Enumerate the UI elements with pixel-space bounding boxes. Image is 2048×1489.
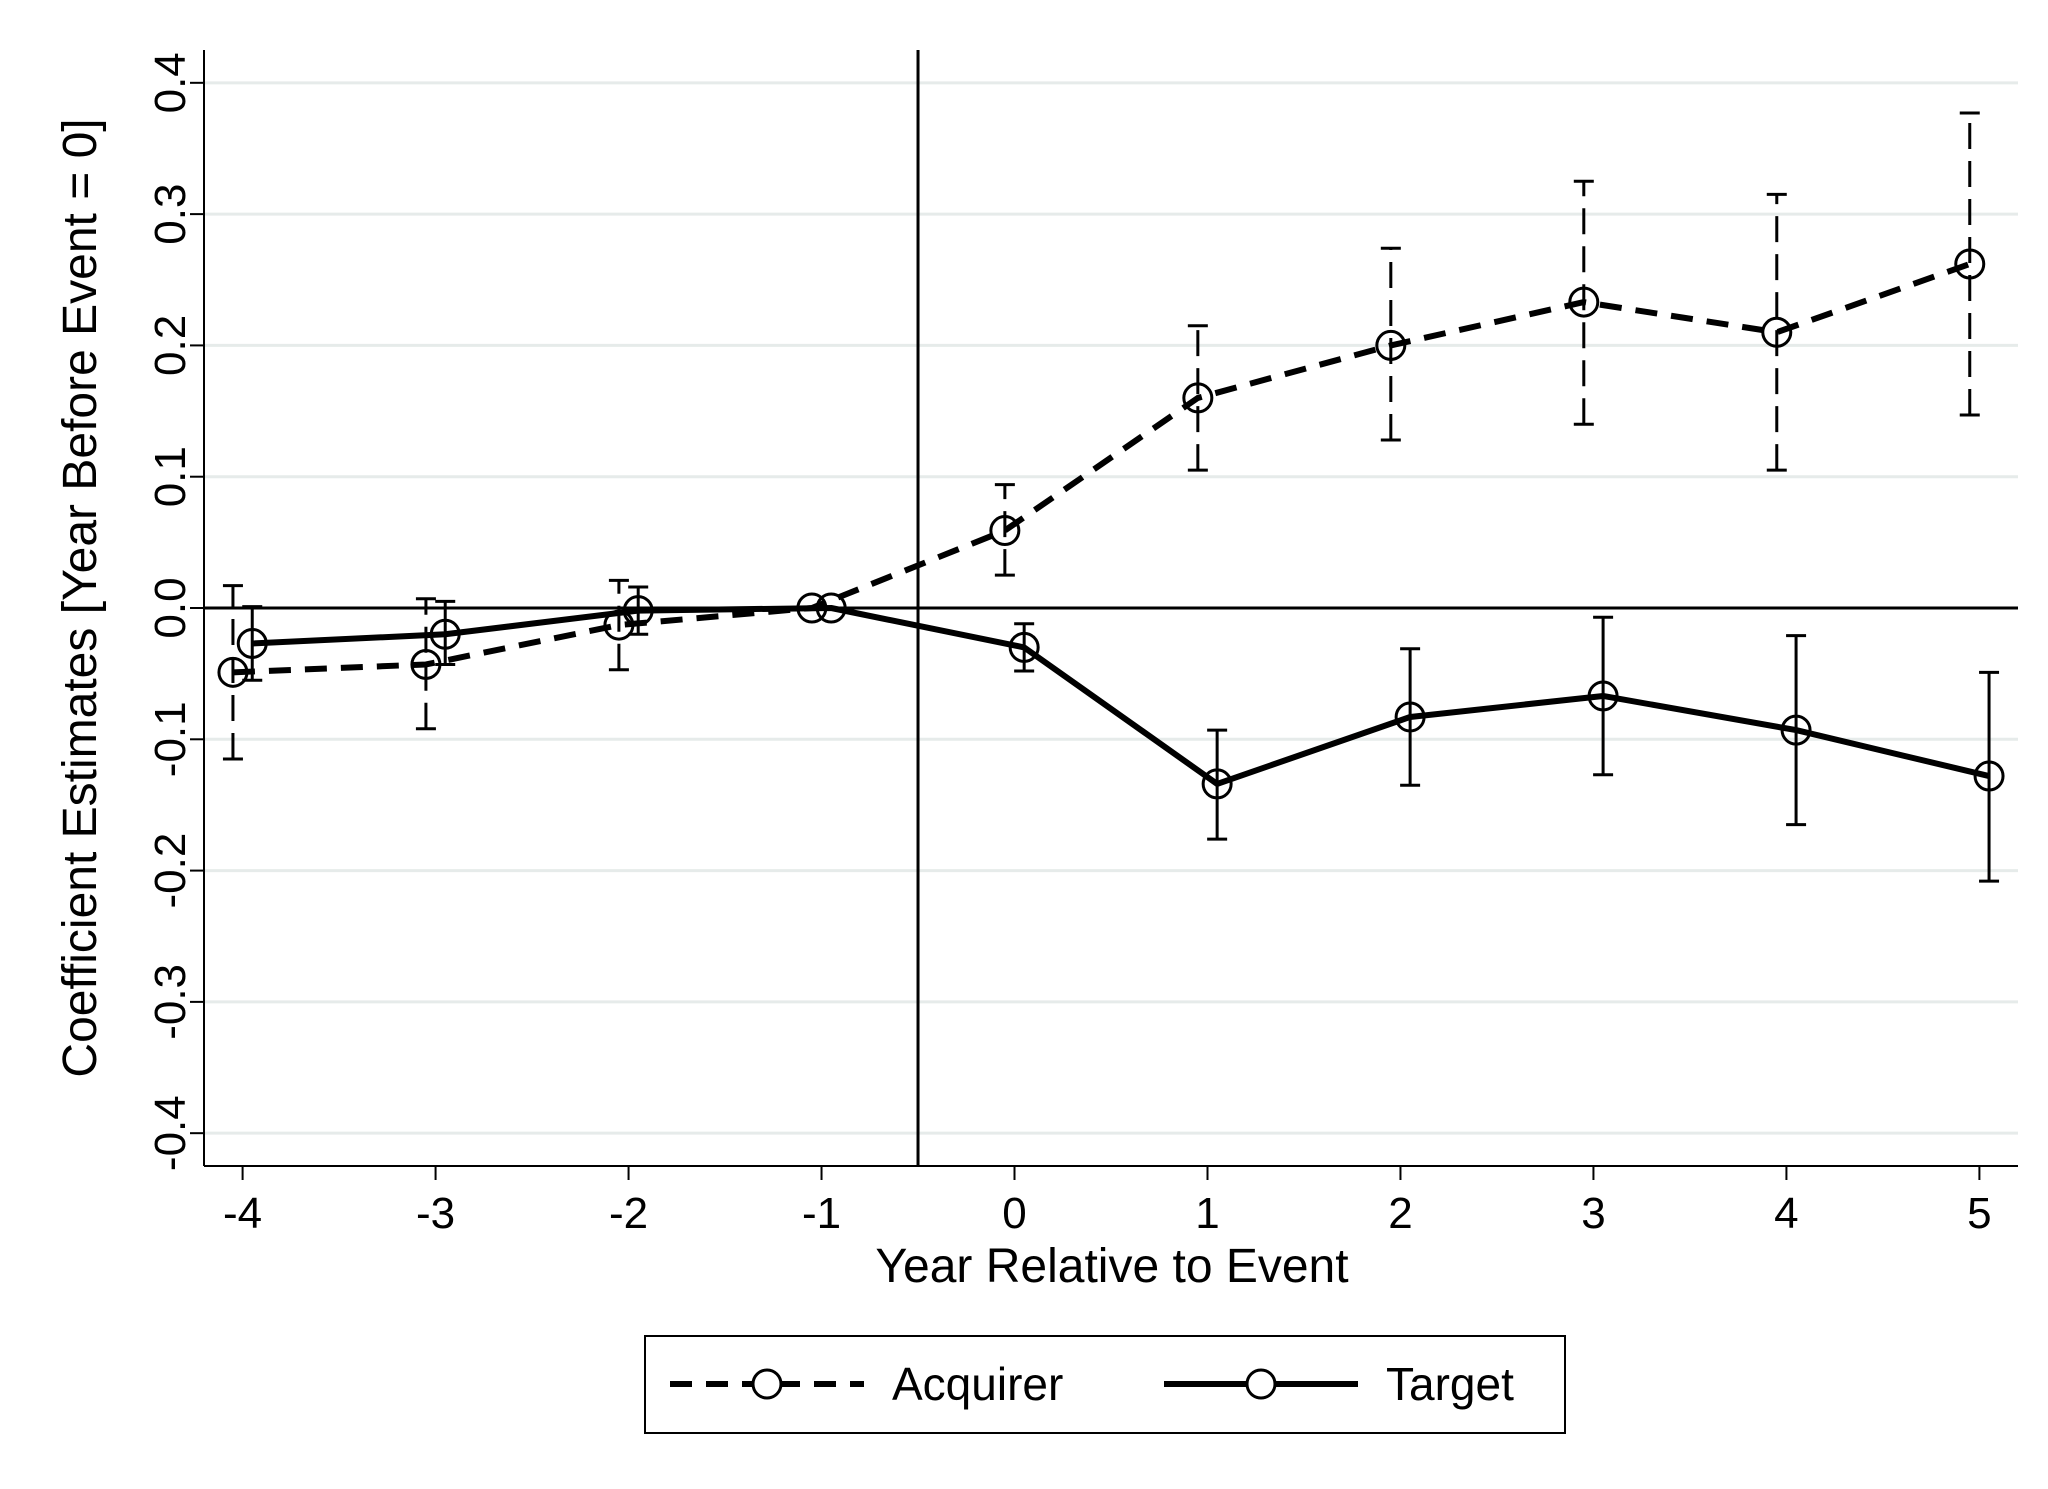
data-point-acquirer [1375, 329, 1407, 361]
y-tick-label: 0.1 [146, 446, 195, 507]
data-point-acquirer [1568, 286, 1600, 318]
data-point-target [1394, 701, 1426, 733]
x-tick-label: 2 [1388, 1189, 1412, 1238]
y-tick-label: 0.2 [146, 315, 195, 376]
axes: -0.4 -0.3 -0.2 -0.1 0.0 0.1 0.2 0.3 0.4 -4 -3 -2 -1 0… [146, 50, 2018, 1238]
data-point-acquirer [217, 656, 249, 688]
legend-key-target-marker [1245, 1368, 1277, 1400]
y-tick-label: -0.4 [146, 1095, 195, 1171]
y-tick-label: 0.3 [146, 184, 195, 245]
y-axis-title: Coefficient Estimates [Year Before Event… [54, 118, 107, 1077]
y-tick-label: -0.1 [146, 701, 195, 777]
series-line-acquirer [232, 261, 1971, 676]
x-tick-label: 1 [1195, 1189, 1219, 1238]
legend-label-target: Target [1386, 1358, 1514, 1410]
x-tick-label: 5 [1967, 1189, 1991, 1238]
data-point-target [1201, 768, 1233, 800]
series-target [236, 585, 2005, 883]
x-tick-label: 0 [1002, 1189, 1026, 1238]
data-point-target [236, 627, 268, 659]
series-acquirer [217, 111, 1986, 761]
data-point-acquirer [1761, 316, 1793, 348]
x-tick-label: 3 [1581, 1189, 1605, 1238]
data-point-target [1008, 631, 1040, 663]
series-line-target [252, 605, 1990, 787]
x-tick-label: -2 [609, 1189, 648, 1238]
x-axis-title: Year Relative to Event [875, 1240, 1348, 1293]
data-point-target [429, 618, 461, 650]
data-point-acquirer [989, 515, 1021, 547]
reference-lines [204, 50, 2018, 1166]
y-tick-label: 0.4 [146, 52, 195, 113]
y-tick-label: -0.2 [146, 833, 195, 909]
data-point-target [622, 595, 654, 627]
data-point-target [815, 592, 847, 624]
x-tick-label: -4 [223, 1189, 262, 1238]
data-series [217, 111, 2005, 883]
legend: Acquirer Target [644, 1335, 1566, 1434]
legend-key-acquirer-marker [751, 1368, 783, 1400]
legend-label-acquirer: Acquirer [892, 1358, 1063, 1410]
data-point-target [1973, 760, 2005, 792]
x-tick-label: -3 [416, 1189, 455, 1238]
data-point-acquirer [1182, 382, 1214, 414]
data-point-acquirer [1954, 248, 1986, 280]
data-point-target [1780, 714, 1812, 746]
x-tick-label: -1 [802, 1189, 841, 1238]
x-tick-label: 4 [1774, 1189, 1798, 1238]
y-tick-label: 0.0 [146, 577, 195, 638]
data-point-target [1587, 680, 1619, 712]
y-tick-label: -0.3 [146, 964, 195, 1040]
